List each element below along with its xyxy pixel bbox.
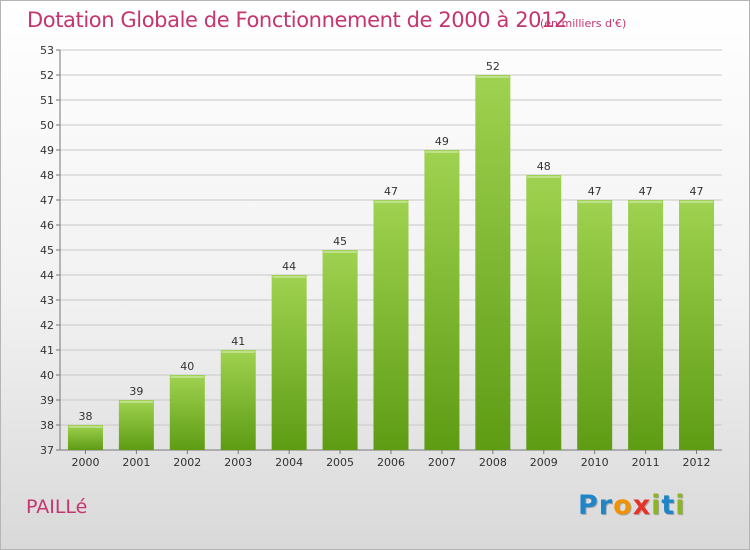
place-name: PAILLé xyxy=(26,496,88,518)
bar-highlight xyxy=(170,376,204,378)
y-tick-label: 37 xyxy=(40,444,54,457)
x-tick-label: 2009 xyxy=(530,456,558,469)
y-tick-label: 53 xyxy=(40,44,54,57)
logo-letter: t xyxy=(661,490,676,521)
x-tick-label: 2005 xyxy=(326,456,354,469)
bar-value-label: 52 xyxy=(486,60,500,73)
y-tick-label: 42 xyxy=(40,319,54,332)
x-tick-label: 2011 xyxy=(632,456,660,469)
x-tick-label: 2008 xyxy=(479,456,507,469)
bar-highlight xyxy=(527,176,561,178)
x-tick-label: 2001 xyxy=(122,456,150,469)
x-tick-label: 2010 xyxy=(581,456,609,469)
y-tick-label: 45 xyxy=(40,244,54,257)
y-tick-label: 39 xyxy=(40,394,54,407)
logo-letter: r xyxy=(598,490,614,521)
y-tick-label: 46 xyxy=(40,219,54,232)
bar-value-label: 40 xyxy=(180,360,194,373)
bar-value-label: 39 xyxy=(129,385,143,398)
bar xyxy=(220,350,256,450)
logo-letter: i xyxy=(675,490,686,521)
bar xyxy=(373,200,409,450)
y-tick-label: 43 xyxy=(40,294,54,307)
bar-value-label: 41 xyxy=(231,335,245,348)
y-tick-label: 44 xyxy=(40,269,54,282)
bar-highlight xyxy=(221,351,255,353)
chart-title: Dotation Globale de Fonctionnement de 20… xyxy=(27,8,568,32)
bar xyxy=(271,275,307,450)
bar-value-label: 47 xyxy=(690,185,704,198)
x-tick-label: 2000 xyxy=(71,456,99,469)
bar-highlight xyxy=(476,76,510,78)
bar xyxy=(628,200,664,450)
bar-highlight xyxy=(119,401,153,403)
x-tick-label: 2007 xyxy=(428,456,456,469)
bar-value-label: 44 xyxy=(282,260,296,273)
y-tick-label: 49 xyxy=(40,144,54,157)
bar-highlight xyxy=(578,201,612,203)
bar-highlight xyxy=(374,201,408,203)
logo-letter: i xyxy=(651,490,662,521)
x-tick-label: 2003 xyxy=(224,456,252,469)
bar-highlight xyxy=(629,201,663,203)
y-tick-label: 38 xyxy=(40,419,54,432)
y-tick-label: 50 xyxy=(40,119,54,132)
bar-value-label: 47 xyxy=(588,185,602,198)
y-tick-label: 51 xyxy=(40,94,54,107)
bar-value-label: 45 xyxy=(333,235,347,248)
logo-letter: x xyxy=(632,490,652,521)
x-tick-label: 2012 xyxy=(683,456,711,469)
bar xyxy=(475,75,511,450)
bar-highlight xyxy=(680,201,714,203)
bar-highlight xyxy=(323,251,357,253)
bar xyxy=(679,200,715,450)
y-tick-label: 40 xyxy=(40,369,54,382)
bar-highlight xyxy=(272,276,306,278)
bar xyxy=(526,175,562,450)
bar-highlight xyxy=(425,151,459,153)
x-tick-label: 2004 xyxy=(275,456,303,469)
proxiti-logo[interactable]: Proxiti xyxy=(578,490,686,521)
bar-value-label: 47 xyxy=(384,185,398,198)
y-tick-label: 47 xyxy=(40,194,54,207)
y-tick-label: 41 xyxy=(40,344,54,357)
y-tick-label: 48 xyxy=(40,169,54,182)
bar xyxy=(577,200,613,450)
bar xyxy=(424,150,460,450)
bar-value-label: 49 xyxy=(435,135,449,148)
bar-highlight xyxy=(68,426,102,428)
x-tick-label: 2002 xyxy=(173,456,201,469)
bar xyxy=(67,425,103,450)
bar xyxy=(322,250,358,450)
bar-value-label: 38 xyxy=(78,410,92,423)
bar xyxy=(118,400,154,450)
labels: 38 39 40 41 44 45 47 49 52 48 47 47 47 xyxy=(78,60,703,423)
bar-value-label: 48 xyxy=(537,160,551,173)
bars xyxy=(67,75,715,450)
x-tick-label: 2006 xyxy=(377,456,405,469)
proxiti-logo-text: Proxiti xyxy=(578,490,686,521)
bar-value-label: 47 xyxy=(639,185,653,198)
logo-letter: o xyxy=(613,490,633,521)
chart-unit: (en milliers d'€) xyxy=(540,17,627,30)
logo-letter: P xyxy=(578,490,599,521)
bar xyxy=(169,375,205,450)
y-tick-label: 52 xyxy=(40,69,54,82)
